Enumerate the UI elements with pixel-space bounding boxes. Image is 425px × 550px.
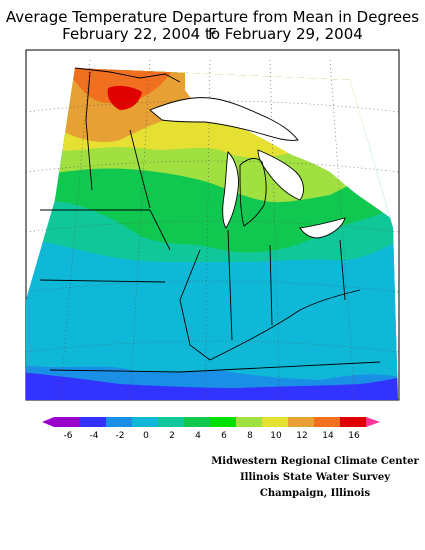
- credit-line2: Illinois State Water Survey: [239, 472, 391, 483]
- credit-line1: Midwestern Regional Climate Center: [211, 456, 419, 467]
- state-boundaries: [39, 67, 381, 373]
- legend-tick: 12: [296, 431, 307, 441]
- map-title-line1: Average Temperature Departure from Mean …: [5, 8, 420, 43]
- legend-tick: 2: [169, 431, 175, 441]
- legend-tick: 0: [143, 431, 149, 441]
- legend-tick: -2: [116, 431, 125, 441]
- legend-tick: 10: [270, 431, 282, 441]
- map-title-line2: February 22, 2004 to February 29, 2004: [62, 25, 363, 43]
- legend-tick: 4: [195, 431, 201, 441]
- legend-tick: 14: [322, 431, 334, 441]
- credit-line3: Champaign, Illinois: [259, 488, 371, 499]
- legend-tick: 8: [247, 431, 253, 441]
- legend-tick: 6: [221, 431, 227, 441]
- color-legend: [42, 417, 380, 427]
- legend-tick: 16: [348, 431, 360, 441]
- legend-tick: -4: [90, 431, 99, 441]
- legend-tick: -6: [64, 431, 73, 441]
- legend-tick-labels: -6 -4 -2 0 2 4 6 8 10 12 14 16: [64, 431, 360, 441]
